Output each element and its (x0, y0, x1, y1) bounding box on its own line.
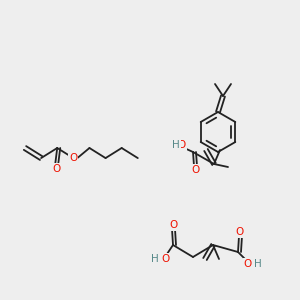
Text: O: O (191, 165, 199, 175)
Text: H: H (172, 140, 180, 150)
Text: O: O (244, 259, 252, 269)
Text: O: O (236, 227, 244, 237)
Text: O: O (69, 153, 77, 163)
Text: H: H (254, 259, 262, 269)
Text: O: O (170, 220, 178, 230)
Text: O: O (178, 140, 186, 150)
Text: O: O (161, 254, 169, 264)
Text: O: O (52, 164, 60, 174)
Text: H: H (151, 254, 159, 264)
